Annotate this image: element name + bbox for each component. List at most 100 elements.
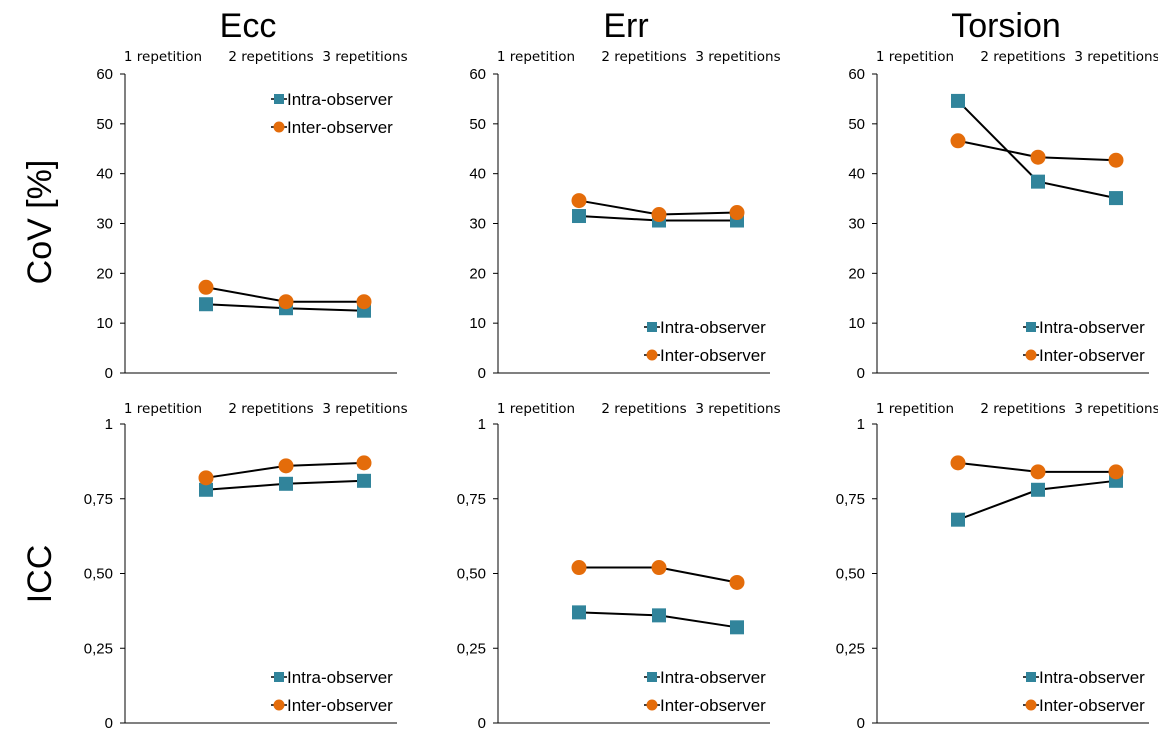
y-tick-label: 1 — [478, 416, 486, 433]
y-tick-label: 0 — [857, 365, 865, 382]
y-tick-label: 0,75 — [457, 491, 486, 508]
data-point — [652, 608, 666, 623]
chart-cov-torsion: 0 10 20 30 40 50 60 1 repetition 2 repetitions 3 … — [848, 49, 1158, 382]
category-label: 2 repetitions — [228, 401, 313, 417]
y-tick-label: 0,50 — [84, 566, 113, 583]
data-point — [1031, 482, 1045, 497]
y-tick-label: 30 — [469, 216, 486, 233]
y-tick-label: 0 — [105, 365, 113, 382]
legend-label: Inter-observer — [660, 696, 766, 715]
y-tick-label: 0 — [105, 715, 113, 731]
series-intra-observer — [951, 473, 1123, 527]
y-tick-label: 60 — [469, 66, 486, 83]
series-inter-observer — [571, 560, 745, 590]
column-title-err: Err — [603, 7, 648, 45]
legend: Intra-observer Inter-observer — [1023, 668, 1145, 715]
data-point — [572, 605, 586, 620]
legend-label: Intra-observer — [660, 668, 766, 687]
y-tick-label: 0,25 — [836, 640, 865, 657]
y-tick-label: 1 — [105, 416, 113, 433]
legend-marker — [274, 94, 284, 104]
y-tick-label: 40 — [96, 166, 113, 183]
legend-marker — [1026, 322, 1036, 332]
data-point — [951, 512, 965, 527]
row-label-icc: ICC — [21, 545, 59, 604]
category-label: 3 repetitions — [1074, 401, 1158, 417]
legend-label: Intra-observer — [1039, 668, 1145, 687]
category-label: 3 repetitions — [322, 401, 407, 417]
data-point — [278, 294, 294, 310]
y-tick-label: 60 — [96, 66, 113, 83]
chart-cov-err: 0 10 20 30 40 50 60 1 repetition 2 repetitions 3 … — [469, 49, 780, 382]
y-tick-label: 50 — [96, 116, 113, 133]
data-point — [1030, 149, 1046, 165]
legend-marker — [273, 121, 285, 133]
data-point — [198, 279, 214, 295]
data-point — [1031, 174, 1045, 189]
legend-marker — [647, 322, 657, 332]
data-point — [572, 209, 586, 224]
legend: Intra-observer Inter-observer — [1023, 318, 1145, 365]
legend-label: Inter-observer — [1039, 696, 1145, 715]
y-tick-label: 0 — [478, 365, 486, 382]
y-tick-label: 0,75 — [84, 491, 113, 508]
series-inter-observer — [198, 455, 372, 486]
category-label: 3 repetitions — [1074, 49, 1158, 65]
legend-marker — [273, 699, 285, 711]
category-label: 1 repetition — [876, 49, 954, 65]
legend-label: Inter-observer — [287, 696, 393, 715]
category-label: 2 repetitions — [980, 49, 1065, 65]
chart-cov-ecc: 0 10 20 30 40 50 60 1 repetition 2 repetitions 3 … — [96, 49, 407, 382]
y-tick-label: 30 — [848, 216, 865, 233]
y-tick-label: 10 — [848, 315, 865, 332]
category-label: 2 repetitions — [980, 401, 1065, 417]
category-label: 1 repetition — [124, 49, 202, 65]
legend-marker — [1025, 349, 1037, 361]
legend-marker — [1026, 672, 1036, 682]
data-point — [951, 93, 965, 108]
category-label: 1 repetition — [497, 49, 575, 65]
data-point — [651, 560, 667, 576]
y-tick-label: 20 — [96, 265, 113, 282]
y-tick-label: 0 — [478, 715, 486, 731]
y-tick-label: 1 — [857, 416, 865, 433]
legend: Intra-observer Inter-observer — [271, 668, 393, 715]
y-tick-label: 0,25 — [457, 640, 486, 657]
legend-label: Inter-observer — [1039, 346, 1145, 365]
legend-marker — [1025, 699, 1037, 711]
legend: Intra-observer Inter-observer — [644, 318, 766, 365]
y-tick-label: 20 — [848, 265, 865, 282]
y-tick-label: 0,25 — [84, 640, 113, 657]
series-intra-observer — [572, 605, 744, 635]
data-point — [356, 455, 372, 471]
data-point — [199, 297, 213, 312]
category-label: 2 repetitions — [601, 49, 686, 65]
y-tick-label: 10 — [469, 315, 486, 332]
legend-label: Intra-observer — [287, 90, 393, 109]
series-inter-observer — [950, 455, 1124, 480]
y-tick-label: 0,75 — [836, 491, 865, 508]
row-label-cov: CoV [%] — [21, 160, 59, 285]
y-tick-label: 40 — [469, 166, 486, 183]
data-point — [651, 207, 667, 223]
category-label: 3 repetitions — [322, 49, 407, 65]
data-point — [571, 560, 587, 576]
data-point — [1108, 152, 1124, 168]
y-tick-label: 10 — [96, 315, 113, 332]
legend: Intra-observer Inter-observer — [644, 668, 766, 715]
data-point — [198, 470, 214, 486]
legend-marker — [647, 672, 657, 682]
category-label: 1 repetition — [876, 401, 954, 417]
data-point — [729, 205, 745, 221]
chart-icc-ecc: 0 0,25 0,50 0,75 1 1 repetition 2 repetitions 3… — [84, 401, 408, 731]
legend-label: Inter-observer — [287, 118, 393, 137]
y-tick-label: 0,50 — [836, 566, 865, 583]
data-point — [356, 294, 372, 310]
legend-marker — [646, 699, 658, 711]
category-label: 1 repetition — [497, 401, 575, 417]
y-tick-label: 0,50 — [457, 566, 486, 583]
data-point — [199, 482, 213, 497]
data-point — [279, 476, 293, 491]
